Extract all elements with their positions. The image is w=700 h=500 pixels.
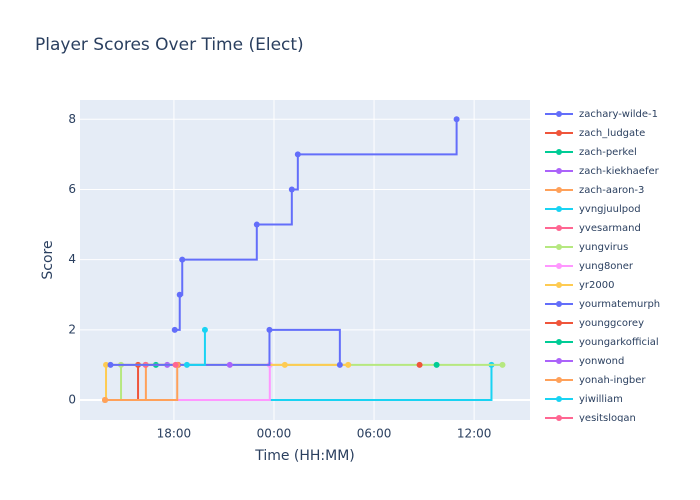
legend-marker[interactable] [556, 168, 562, 174]
data-point [102, 397, 109, 403]
data-point [179, 256, 186, 263]
y-tick-label: 4 [68, 252, 76, 266]
y-axis-label: Score [40, 240, 56, 279]
legend-label[interactable]: zach-aaron-3 [579, 185, 644, 196]
legend-marker[interactable] [556, 415, 562, 421]
data-point [103, 361, 110, 368]
data-point [107, 361, 114, 368]
legend-label[interactable]: youngarkofficial [579, 337, 659, 348]
legend-marker[interactable] [556, 339, 562, 345]
x-tick-label: 00:00 [257, 427, 292, 441]
legend-marker[interactable] [556, 130, 562, 136]
legend-label[interactable]: yonah-ingber [579, 375, 646, 386]
legend-marker[interactable] [556, 320, 562, 326]
data-point [176, 291, 183, 298]
legend-label[interactable]: zach-perkel [579, 147, 637, 158]
legend-marker[interactable] [556, 301, 562, 307]
data-point [172, 361, 179, 368]
legend-marker[interactable] [556, 187, 562, 193]
data-point [499, 361, 506, 368]
y-tick-label: 0 [68, 393, 76, 407]
data-point [171, 326, 178, 333]
x-axis-label: Time (HH:MM) [254, 448, 355, 464]
legend-marker[interactable] [556, 263, 562, 269]
legend-marker[interactable] [556, 149, 562, 155]
data-point [288, 186, 295, 193]
data-point [453, 116, 460, 123]
legend-marker[interactable] [556, 206, 562, 212]
legend-label[interactable]: yungvirus [579, 242, 628, 253]
y-tick-label: 8 [68, 112, 76, 126]
data-point [226, 361, 233, 368]
data-point [253, 221, 260, 228]
legend-label[interactable]: zach-kiekhaefer [579, 166, 660, 177]
data-point [266, 326, 273, 333]
legend-marker[interactable] [556, 358, 562, 364]
legend-marker[interactable] [556, 282, 562, 288]
legend-marker[interactable] [556, 225, 562, 231]
legend-label[interactable]: yonwond [579, 356, 624, 367]
legend-label[interactable]: yvesarmand [579, 223, 641, 234]
y-tick-label: 2 [68, 322, 76, 336]
series-line [186, 329, 206, 366]
data-point [336, 361, 343, 368]
legend-marker[interactable] [556, 244, 562, 250]
data-point [294, 151, 301, 158]
data-point [433, 361, 440, 368]
legend-label[interactable]: younggcorey [579, 318, 644, 329]
legend-label[interactable]: yvngjuulpod [579, 204, 641, 215]
legend-label[interactable]: yiwilliam [579, 394, 623, 405]
legend-label[interactable]: zach_ludgate [579, 128, 645, 139]
series-line [105, 364, 179, 401]
y-tick-label: 6 [68, 182, 76, 196]
data-point [416, 361, 423, 368]
data-point [201, 326, 208, 333]
x-tick-label: 12:00 [457, 427, 492, 441]
legend-label[interactable]: yung8oner [579, 261, 634, 272]
data-point [183, 361, 190, 368]
x-tick-label: 06:00 [357, 427, 392, 441]
data-point [345, 361, 352, 368]
plot-area [102, 116, 506, 403]
legend-label[interactable]: yourmatemurph [579, 299, 660, 310]
legend[interactable]: zachary-wilde-1 zach_ludgate zach-perkel za… [545, 109, 660, 424]
legend-label[interactable]: yr2000 [579, 280, 614, 291]
data-point [281, 361, 288, 368]
legend-marker[interactable] [556, 111, 562, 117]
x-tick-label: 18:00 [157, 427, 192, 441]
legend-marker[interactable] [556, 377, 562, 383]
legend-label[interactable]: yesitslogan [579, 413, 636, 424]
chart-title: Player Scores Over Time (Elect) [35, 35, 304, 55]
legend-marker[interactable] [556, 396, 562, 402]
legend-label[interactable]: zachary-wilde-1 [579, 109, 658, 120]
